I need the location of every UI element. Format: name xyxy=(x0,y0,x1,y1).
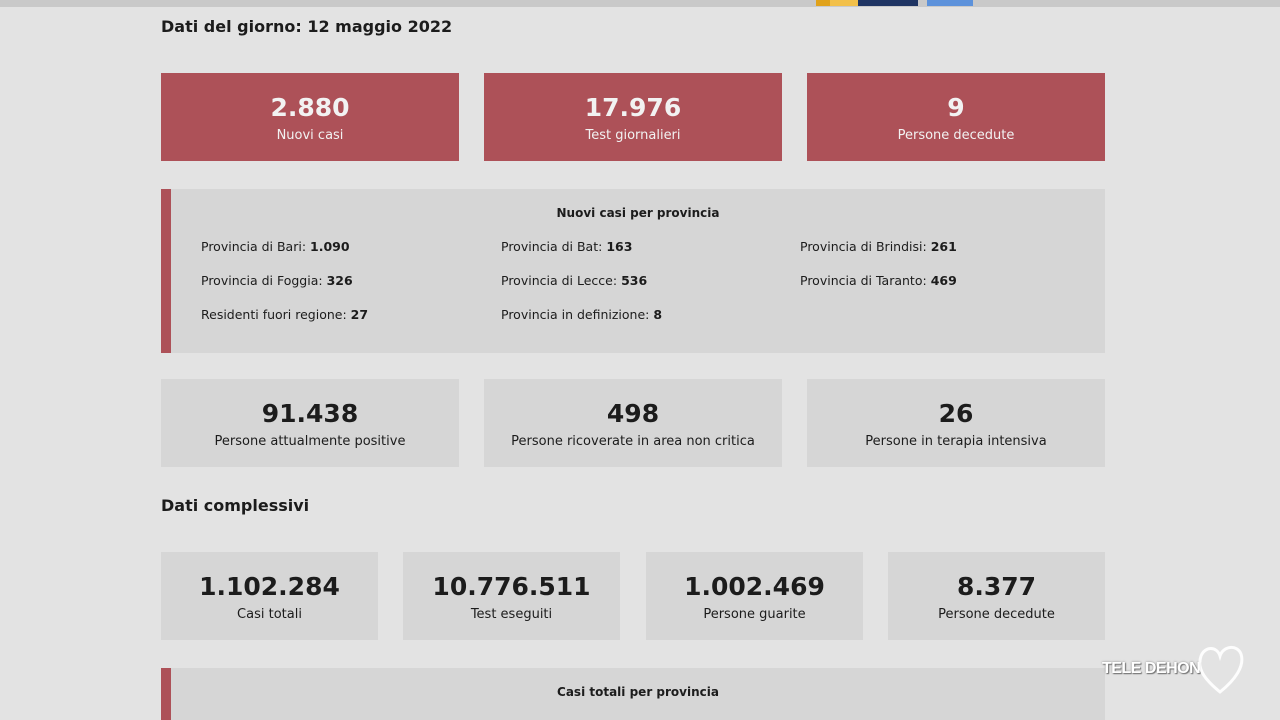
overall-card-deaths: 8.377 Persone decedute xyxy=(888,552,1105,640)
daily-card-daily-tests: 17.976 Test giornalieri xyxy=(484,73,782,161)
logo-stripe-yellow xyxy=(830,0,858,6)
province-item-taranto: Provincia di Taranto: 469 xyxy=(800,273,957,288)
logo-stripe-blue xyxy=(927,0,973,6)
province-label: Provincia di Lecce: xyxy=(501,273,618,288)
province-item-bari: Provincia di Bari: 1.090 xyxy=(201,239,350,254)
province-box-title: Nuovi casi per provincia xyxy=(556,206,720,220)
status-card-value: 91.438 xyxy=(261,399,359,428)
overall-card-label: Persone guarite xyxy=(703,607,806,622)
daily-card-label: Test giornalieri xyxy=(585,128,681,143)
status-card-value: 498 xyxy=(606,399,660,428)
province-value: 261 xyxy=(930,239,957,254)
province-item-lecce: Provincia di Lecce: 536 xyxy=(501,273,647,288)
province-label: Provincia di Bari: xyxy=(201,239,307,254)
province-value: 326 xyxy=(326,273,353,288)
daily-card-deaths: 9 Persone decedute xyxy=(807,73,1105,161)
heart-outline-icon xyxy=(1198,646,1244,694)
overall-card-label: Test eseguiti xyxy=(470,607,553,622)
province-label: Provincia di Brindisi: xyxy=(800,239,927,254)
province-value: 469 xyxy=(930,273,957,288)
province-value: 163 xyxy=(606,239,633,254)
status-card-value: 26 xyxy=(938,399,974,428)
logo-stripe-orange xyxy=(816,0,830,6)
daily-card-value: 17.976 xyxy=(584,93,682,122)
daily-section-title: Dati del giorno: 12 maggio 2022 xyxy=(161,17,453,36)
overall-card-tests: 10.776.511 Test eseguiti xyxy=(403,552,620,640)
province-value: 1.090 xyxy=(310,239,350,254)
daily-card-value: 2.880 xyxy=(270,93,350,122)
overall-section-title: Dati complessivi xyxy=(161,496,310,515)
status-card-label: Persone ricoverate in area non critica xyxy=(511,434,755,449)
province-label: Provincia di Taranto: xyxy=(800,273,927,288)
province-value: 8 xyxy=(653,307,663,322)
province-label: Provincia di Foggia: xyxy=(201,273,323,288)
daily-card-label: Persone decedute xyxy=(897,128,1015,143)
status-card-label: Persone in terapia intensiva xyxy=(865,434,1047,449)
overall-card-value: 10.776.511 xyxy=(432,572,591,601)
status-card-label: Persone attualmente positive xyxy=(214,434,406,449)
overall-card-value: 8.377 xyxy=(956,572,1037,601)
province-label: Residenti fuori regione: xyxy=(201,307,347,322)
status-card-currently-positive: 91.438 Persone attualmente positive xyxy=(161,379,459,467)
status-card-hospitalized: 498 Persone ricoverate in area non criti… xyxy=(484,379,782,467)
overall-card-total-cases: 1.102.284 Casi totali xyxy=(161,552,378,640)
overall-card-value: 1.002.469 xyxy=(684,572,825,601)
province-item-out-of-region: Residenti fuori regione: 27 xyxy=(201,307,368,322)
status-card-intensive-care: 26 Persone in terapia intensiva xyxy=(807,379,1105,467)
daily-card-new-cases: 2.880 Nuovi casi xyxy=(161,73,459,161)
province-item-bat: Provincia di Bat: 163 xyxy=(501,239,632,254)
total-cases-by-province-box: Casi totali per provincia xyxy=(161,668,1105,720)
tv-watermark: TELE DEHON xyxy=(1100,640,1250,700)
province-item-foggia: Provincia di Foggia: 326 xyxy=(201,273,353,288)
province-value: 536 xyxy=(621,273,648,288)
watermark-logo-text: TELE DEHON xyxy=(1102,660,1201,677)
province-box-title: Casi totali per provincia xyxy=(557,685,719,699)
overall-card-label: Persone decedute xyxy=(938,607,1055,622)
overall-card-label: Casi totali xyxy=(237,607,302,622)
daily-card-value: 9 xyxy=(947,93,965,122)
overall-card-recovered: 1.002.469 Persone guarite xyxy=(646,552,863,640)
province-value: 27 xyxy=(350,307,369,322)
province-label: Provincia in definizione: xyxy=(501,307,650,322)
overall-card-value: 1.102.284 xyxy=(199,572,340,601)
top-bar xyxy=(0,0,1280,7)
province-item-undefined: Provincia in definizione: 8 xyxy=(501,307,662,322)
province-item-brindisi: Provincia di Brindisi: 261 xyxy=(800,239,957,254)
daily-card-label: Nuovi casi xyxy=(276,128,344,143)
new-cases-by-province-box: Nuovi casi per provincia Provincia di Ba… xyxy=(161,189,1105,353)
logo-stripe-navy xyxy=(858,0,918,6)
province-label: Provincia di Bat: xyxy=(501,239,603,254)
